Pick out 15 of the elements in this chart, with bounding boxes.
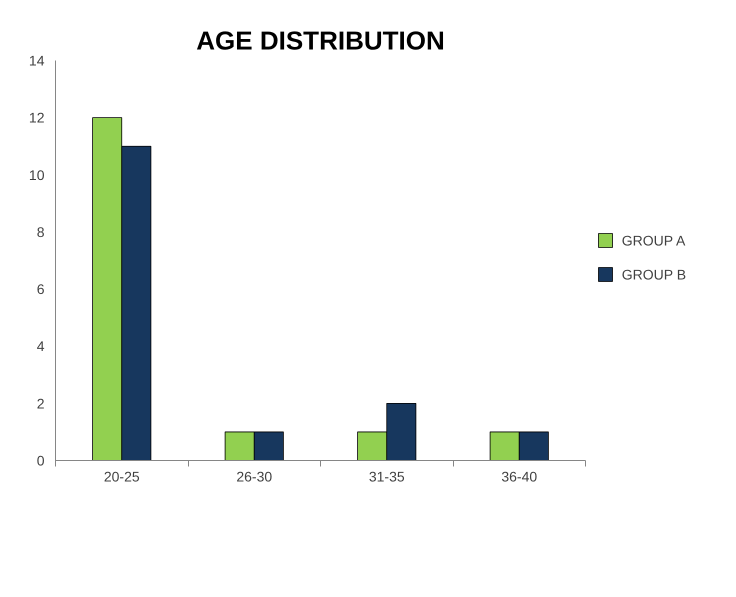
x-tick-label: 31-35 [368,468,405,484]
y-tick-label: 6 [36,281,45,298]
x-tick-label: 26-30 [236,468,272,484]
y-tick-label: 8 [36,224,45,240]
x-tick-label: 20-25 [104,468,140,484]
x-tick-label: 36-40 [501,468,538,484]
y-tick-label: 0 [36,452,45,468]
y-tick-label: 2 [36,395,45,412]
y-tick-label: 10 [28,166,45,183]
chart-title: AGE DISTRIBUTION [196,26,445,56]
y-tick-label: 14 [28,52,45,68]
legend-label: GROUP B [622,266,686,282]
y-tick-label: 12 [28,110,45,126]
y-tick-label: 4 [36,338,45,354]
legend-label: GROUP A [622,232,686,248]
